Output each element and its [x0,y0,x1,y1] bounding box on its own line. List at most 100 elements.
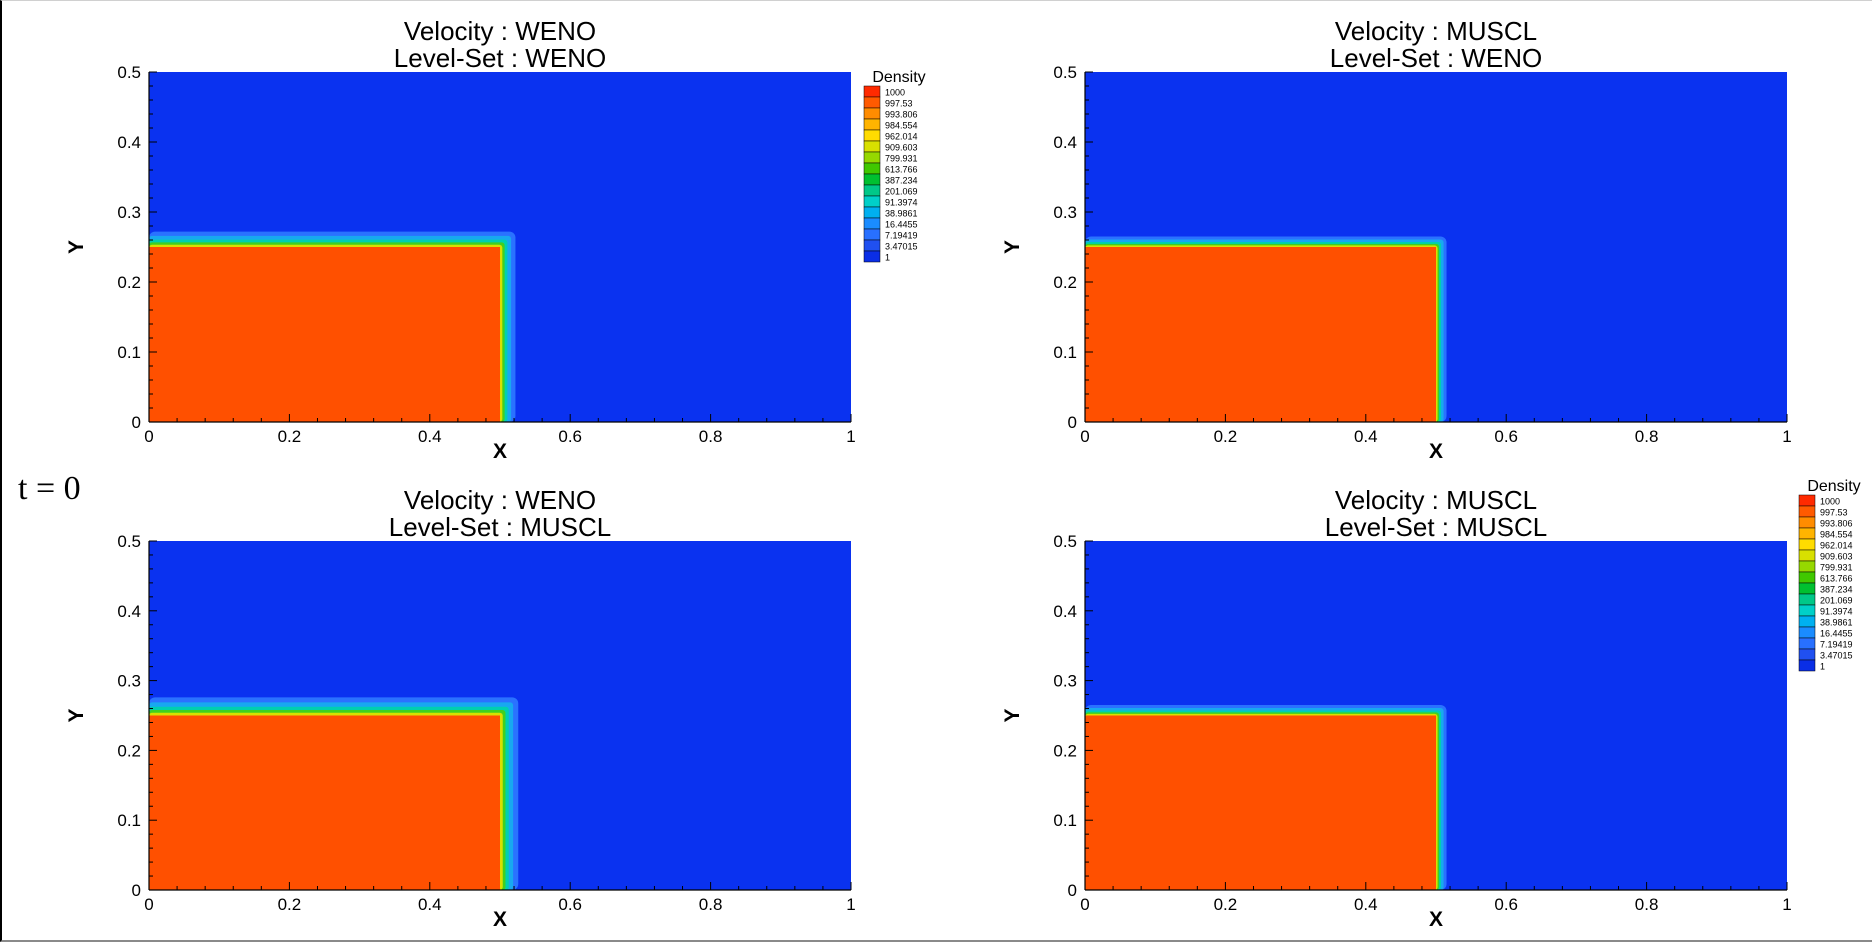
legend-level-label: 16.4455 [1820,629,1853,639]
legend-swatch [863,239,881,252]
chart-title: Velocity : WENO [404,16,596,46]
density-legend-1: Density 1000997.53993.806984.554962.01490… [863,69,926,263]
legend-swatch [863,118,881,131]
legend-level-label: 3.47015 [1820,651,1853,661]
chart-subtitle: Level-Set : WENO [394,43,606,73]
legend-level-label: 1000 [1820,497,1840,507]
y-axis-label: Y [65,240,88,254]
legend-level-label: 201.069 [1820,596,1853,606]
x-axis-label: X [493,908,507,931]
legend-level-label: 909.603 [1820,552,1853,562]
legend-swatch [1798,538,1816,551]
legend-level-label: 7.19419 [1820,640,1853,650]
x-tick-label: 0.8 [1635,427,1659,446]
chart-panel-1: 0 0.2 0.4 0.6 0.8 1 0 0.1 0.2 0.3 0.4 0.5 X Y Velocity… [65,16,856,463]
x-tick-label: 0.4 [418,895,442,914]
legend-level-label: 997.53 [1820,508,1848,518]
x-tick-label: 0.6 [1494,895,1518,914]
x-tick-label: 1 [1782,427,1791,446]
chart-panel-4: 0 0.2 0.4 0.6 0.8 1 0 0.1 0.2 0.3 0.4 0.5 X Y Velocity… [1001,485,1792,931]
y-tick-label: 0 [1068,413,1077,432]
legend-level-label: 962.014 [885,132,918,142]
chart-subtitle: Level-Set : WENO [1330,43,1542,73]
x-tick-label: 0.8 [699,427,723,446]
y-tick-label: 0.5 [117,532,141,551]
legend-swatch [1798,626,1816,639]
x-axis-label: X [1429,440,1443,463]
legend-swatch [1798,549,1816,562]
x-tick-label: 0.4 [418,427,442,446]
legend-swatch [863,85,881,98]
x-axis-label: X [493,440,507,463]
legend-level-label: 91.3974 [885,198,918,208]
legend-swatch [1798,560,1816,573]
legend-swatch [863,173,881,186]
legend-level-label: 201.069 [885,187,918,197]
y-tick-label: 0.3 [117,203,141,222]
x-tick-label: 0 [1080,895,1089,914]
legend-level-label: 993.806 [1820,519,1853,529]
legend-level-label: 3.47015 [885,242,918,252]
x-tick-label: 0.2 [1214,427,1238,446]
legend-level-label: 962.014 [1820,541,1853,551]
legend-swatch [1798,505,1816,518]
legend-swatch [1798,571,1816,584]
legend-swatch [1798,659,1816,672]
chart-subtitle: Level-Set : MUSCL [389,512,612,542]
density-legend-4: Density 1000997.53993.806984.554962.01490… [1798,478,1861,672]
density-region [149,247,500,422]
x-tick-label: 0.4 [1354,895,1378,914]
time-label: t = 0 [18,470,81,507]
y-tick-label: 0.5 [117,63,141,82]
legend-level-label: 7.19419 [885,231,918,241]
y-axis-label: Y [65,708,88,722]
y-tick-label: 0 [132,413,141,432]
x-tick-label: 0.6 [1494,427,1518,446]
chart-panel-3: 0 0.2 0.4 0.6 0.8 1 0 0.1 0.2 0.3 0.4 0.5 X Y Velocity… [65,485,856,931]
legend-level-label: 613.766 [885,165,918,175]
y-tick-label: 0.3 [1053,672,1077,691]
legend-swatch [1798,527,1816,540]
y-tick-label: 0.4 [1053,602,1077,621]
x-axis-label: X [1429,908,1443,931]
legend-title: Density [872,69,925,86]
legend-level-label: 1000 [885,88,905,98]
y-tick-label: 0.5 [1053,532,1077,551]
legend-swatch [863,206,881,219]
legend-level-label: 799.931 [885,154,918,164]
x-tick-label: 0.2 [278,427,302,446]
legend-swatch [863,151,881,164]
y-tick-label: 0.4 [1053,133,1077,152]
legend-swatch [863,96,881,109]
legend-swatch [863,129,881,142]
legend-level-label: 38.9861 [885,209,918,219]
y-axis-label: Y [1001,708,1024,722]
y-tick-label: 0.1 [117,343,141,362]
x-tick-label: 0 [144,427,153,446]
density-region [1085,247,1436,422]
x-tick-label: 0.6 [558,895,582,914]
y-tick-label: 0.1 [117,811,141,830]
y-tick-label: 0.2 [117,273,141,292]
legend-level-label: 984.554 [1820,530,1853,540]
legend-title: Density [1807,478,1860,495]
legend-level-label: 799.931 [1820,563,1853,573]
legend-swatch [1798,604,1816,617]
density-region [149,715,500,890]
legend-swatch [863,184,881,197]
legend-swatch [863,250,881,263]
legend-swatch [1798,582,1816,595]
x-tick-label: 0.8 [699,895,723,914]
density-region [1085,715,1436,890]
chart-panel-2: 0 0.2 0.4 0.6 0.8 1 0 0.1 0.2 0.3 0.4 0.5 X Y Velocity… [1001,16,1792,463]
legend-level-label: 387.234 [885,176,918,186]
legend-level-label: 997.53 [885,99,913,109]
legend-swatch [863,107,881,120]
x-tick-label: 0.2 [1214,895,1238,914]
legend-swatch [1798,637,1816,650]
x-tick-label: 0 [1080,427,1089,446]
x-tick-label: 1 [846,427,855,446]
x-tick-label: 0.2 [278,895,302,914]
x-tick-label: 0.6 [558,427,582,446]
